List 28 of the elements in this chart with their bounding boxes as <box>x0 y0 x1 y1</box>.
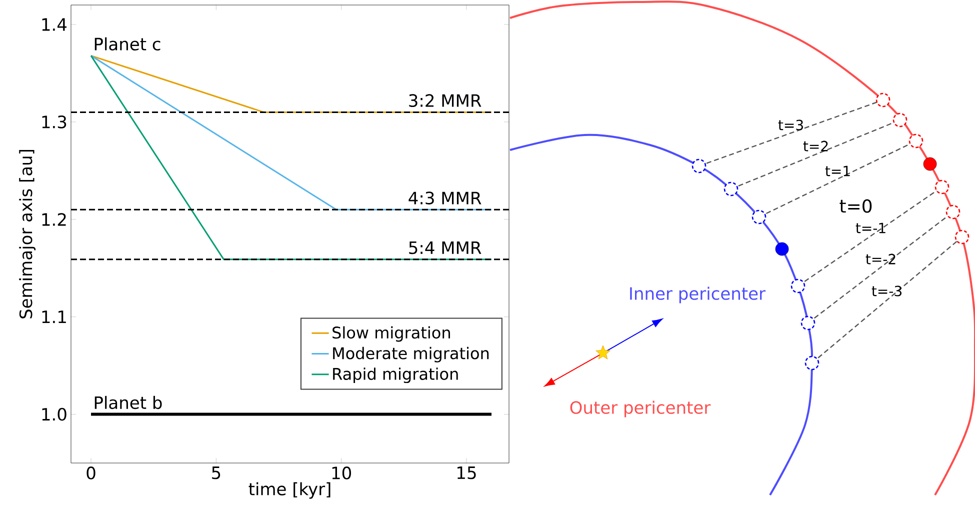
y-tick-label: 1.0 <box>42 408 66 421</box>
x-tick-label: 15 <box>458 466 476 480</box>
text: t=2 <box>803 140 828 152</box>
legend-label: Rapid migration <box>333 368 458 384</box>
x-tick-label: 0 <box>86 466 96 480</box>
x-tick-label: 5 <box>212 466 220 480</box>
annotation: Planet b <box>94 396 162 410</box>
annotation: 5:4 MMR <box>409 242 482 254</box>
text: t=1 <box>825 166 850 176</box>
annotation: Planet c <box>94 37 160 50</box>
y-tick-label: 1.3 <box>42 116 66 128</box>
x-axis-title: time [kyr] <box>248 482 330 499</box>
text: t=3 <box>778 120 803 130</box>
text: Outer pericenter <box>570 400 711 418</box>
y-tick-label: 1.4 <box>42 18 67 31</box>
annotation: 3:2 MMR <box>409 94 482 107</box>
legend-label: Moderate migration <box>333 346 489 362</box>
text: t=-3 <box>872 286 902 296</box>
text: t=-1 <box>856 222 886 234</box>
y-tick-label: 1.2 <box>42 213 66 226</box>
text: t=0 <box>840 199 872 213</box>
x-tick-label: 10 <box>332 466 351 480</box>
y-axis-title: Semimajor axis [au] <box>19 150 36 318</box>
text: t=-2 <box>866 254 896 264</box>
annotation: 4:3 MMR <box>408 192 482 204</box>
legend-label: Slow migration <box>332 326 450 342</box>
text: Inner pericenter <box>630 286 766 304</box>
y-tick-label: 1.1 <box>42 310 66 324</box>
